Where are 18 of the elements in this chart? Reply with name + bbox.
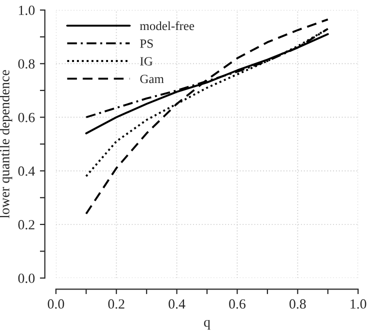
x-tick-label: 0.8: [290, 299, 306, 309]
y-tick-label: 0.8: [18, 59, 35, 69]
y-tick-label: 0.0: [18, 274, 35, 284]
y-axis-title: lower quantile dependence: [0, 70, 12, 218]
y-tick-label: 1.0: [18, 6, 35, 16]
x-tick-label: 0.2: [108, 299, 124, 309]
legend-label: PS: [140, 39, 153, 48]
y-tick-label: 0.4: [18, 166, 35, 176]
legend-label: Gam: [140, 74, 164, 84]
y-tick-label: 0.2: [18, 220, 34, 230]
y-tick-label: 0.6: [18, 112, 35, 122]
x-tick-label: 1.0: [350, 299, 366, 309]
x-tick-label: 0.4: [168, 299, 186, 309]
legend-label: model-free: [140, 21, 194, 30]
x-tick-label: 0.0: [48, 299, 64, 309]
x-tick-label: 0.6: [229, 299, 246, 309]
legend-label: IG: [140, 57, 152, 66]
x-axis-title: q: [204, 320, 210, 330]
